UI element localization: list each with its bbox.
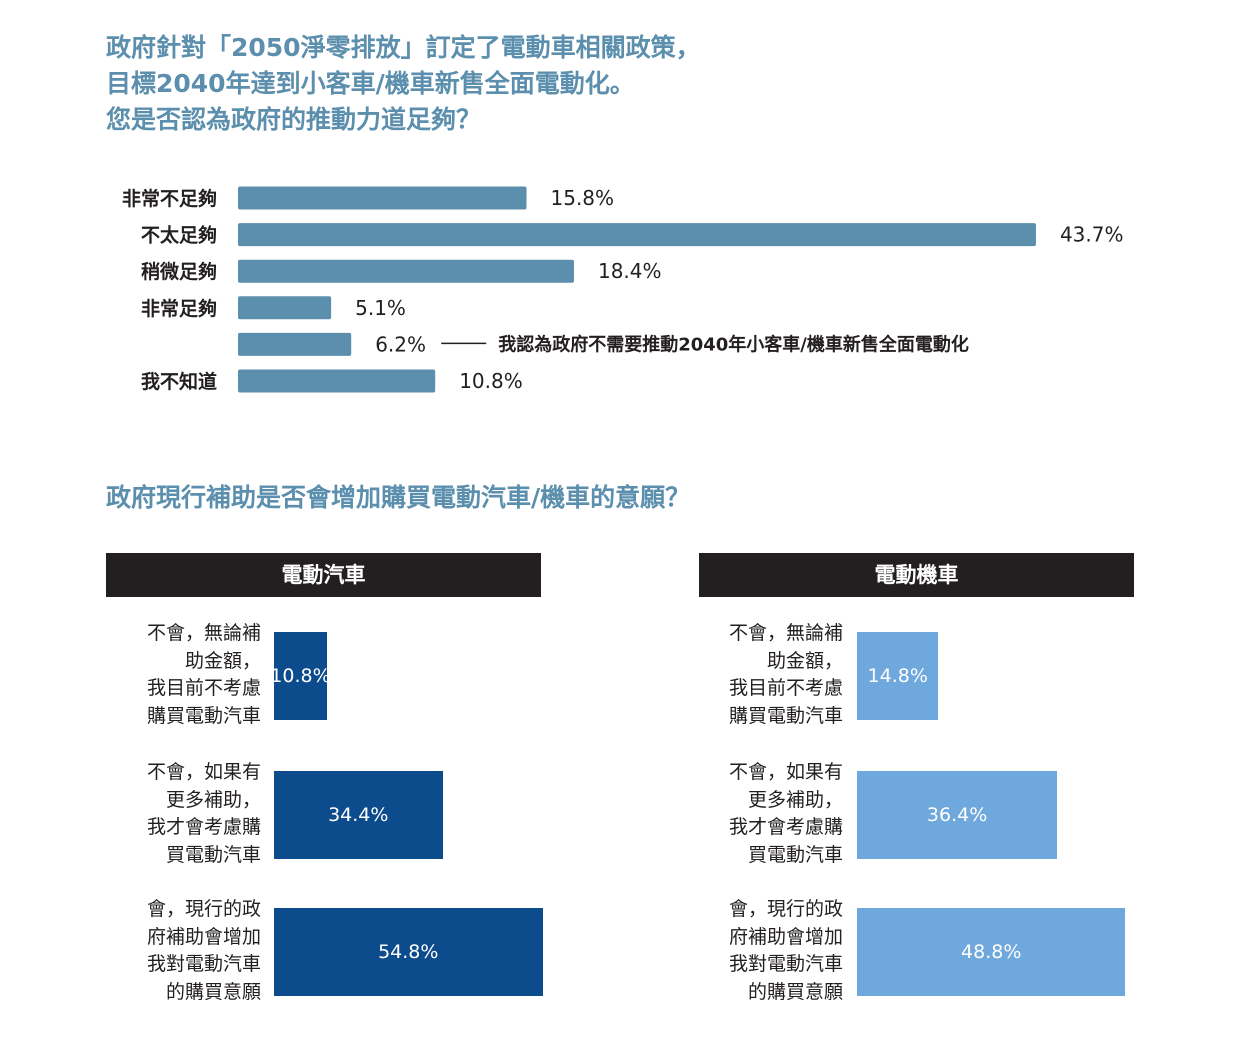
data-label: 10.8% <box>270 665 331 687</box>
question-1-title-line: 您是否認為政府的推動力道足夠？ <box>106 105 482 134</box>
category-label: 不太足夠 <box>141 224 217 247</box>
question-2-title-text: 政府現行補助是否會增加購買電動汽車/機車的意願？ <box>106 483 691 512</box>
category-label: 會，現行的政 府補助會增加 我對電動汽車 的購買意願 <box>728 898 843 1003</box>
category-label: 不會，無論補 助金額， 我目前不考慮 購買電動汽車 <box>728 622 843 727</box>
question-1-title-line: 政府針對「2050淨零排放」訂定了電動車相關政策， <box>106 33 701 62</box>
category-label: 不會，如果有 更多補助， 我才會考慮購 買電動汽車 <box>146 761 261 866</box>
question-2-title: 政府現行補助是否會增加購買電動汽車/機車的意願？ <box>106 480 690 516</box>
question-1-title: 政府針對「2050淨零排放」訂定了電動車相關政策， 目標2040年達到小客車/機… <box>106 30 701 138</box>
bar <box>238 369 436 393</box>
data-label: 43.7% <box>1060 223 1124 247</box>
bar <box>238 259 574 283</box>
annotation-text: 我認為政府不需要推動2040年小客車/機車新售全面電動化 <box>498 333 969 355</box>
data-label: 5.1% <box>355 296 406 320</box>
category-label: 不會，如果有 更多補助， 我才會考慮購 買電動汽車 <box>728 761 843 866</box>
data-label: 10.8% <box>459 369 523 393</box>
data-label: 36.4% <box>926 804 988 826</box>
bar <box>238 186 527 210</box>
bar <box>857 632 939 720</box>
category-label: 會，現行的政 府補助會增加 我對電動汽車 的購買意願 <box>146 898 261 1003</box>
ev-car-header: 電動汽車 <box>106 553 541 597</box>
data-label: 48.8% <box>961 941 1022 963</box>
bar <box>857 908 1126 996</box>
bar <box>274 632 327 720</box>
category-label: 我不知道 <box>141 370 217 393</box>
adequacy-bar-chart: 15.8% 非常不足夠 43.7% 不太足夠 18.4% 稍微足夠 5.1% 非常足夠 6.2%… <box>122 186 1124 393</box>
data-label: 6.2% <box>375 332 426 356</box>
ev-scooter-header: 電動機車 <box>699 553 1134 597</box>
bar <box>274 771 443 859</box>
data-label: 18.4% <box>598 259 662 283</box>
data-label: 34.4% <box>328 804 389 826</box>
bar <box>238 332 352 356</box>
category-label: 不會，無論補 助金額， 我目前不考慮 購買電動汽車 <box>146 622 261 727</box>
question-1-title-line: 目標2040年達到小客車/機車新售全面電動化。 <box>106 69 635 98</box>
bar <box>857 771 1058 859</box>
bar <box>238 296 332 320</box>
bar <box>274 908 543 996</box>
data-label: 54.8% <box>378 941 439 963</box>
data-label: 14.8% <box>867 665 928 687</box>
category-label: 非常不足夠 <box>122 187 217 210</box>
bar <box>238 223 1036 247</box>
category-label: 非常足夠 <box>141 297 217 320</box>
category-label: 稍微足夠 <box>141 260 217 283</box>
data-label: 15.8% <box>551 186 615 210</box>
